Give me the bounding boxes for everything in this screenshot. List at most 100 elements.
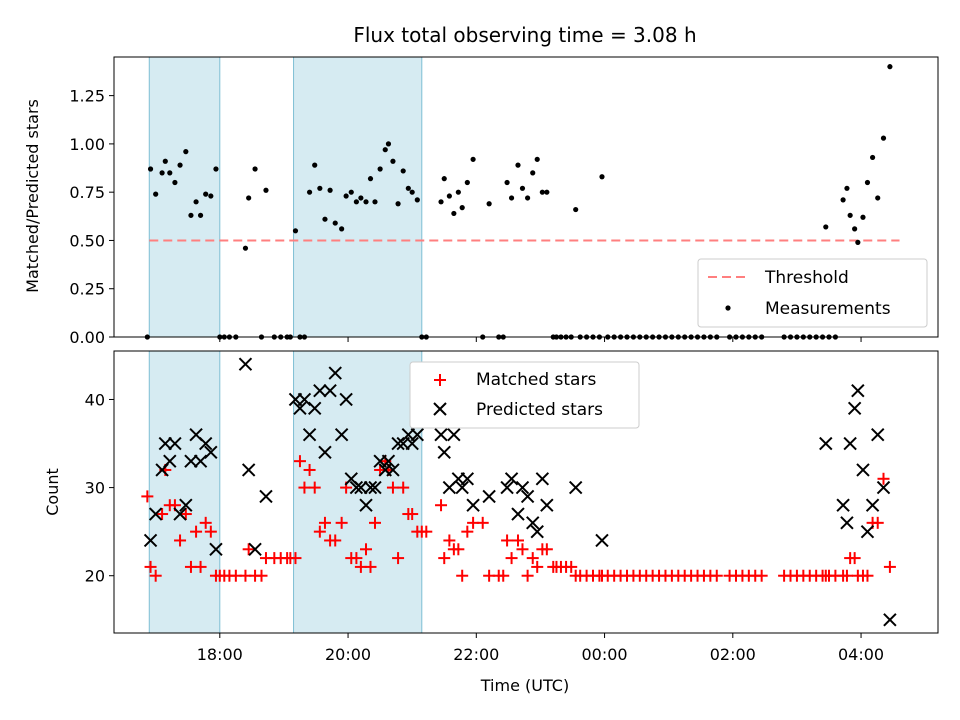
measurement-point: [372, 199, 378, 205]
chart-title: Flux total observing time = 3.08 h: [353, 23, 696, 47]
matched-stars-point: [501, 534, 514, 547]
y-tick-label: 0.50: [69, 231, 105, 250]
matched-stars-point: [179, 508, 192, 521]
matched-stars-point: [386, 481, 399, 494]
measurement-point: [317, 185, 323, 191]
matched-stars-point: [497, 569, 510, 582]
predicted-stars-point: [354, 480, 368, 495]
predicted-stars-point: [198, 436, 213, 451]
predicted-stars-point: [540, 498, 554, 512]
matched-stars-point: [329, 534, 342, 547]
matched-stars-point: [149, 569, 162, 582]
predicted-stars-point: [437, 445, 451, 460]
y-tick-label: 30: [85, 479, 105, 498]
matched-stars-point: [456, 569, 469, 582]
predicted-stars-point: [368, 480, 382, 495]
matched-stars-point: [199, 516, 212, 529]
bottom-x-ticks: 18:00 20:00 22:00 00:00 02:00 04:00: [197, 633, 884, 664]
matched-stars-point: [242, 543, 255, 556]
predicted-stars-point: [482, 489, 496, 504]
measurement-point: [332, 220, 338, 226]
matched-stars-point: [871, 516, 884, 529]
predicted-stars-point: [865, 498, 880, 512]
matched-stars-point: [194, 560, 207, 573]
predicted-stars-point: [143, 533, 158, 548]
top-legend-box: [697, 258, 928, 328]
predicted-stars-point: [568, 480, 583, 495]
matched-stars-point: [848, 552, 861, 565]
measurement-point: [348, 189, 354, 195]
matched-stars-point: [156, 508, 169, 521]
matched-stars-point: [505, 552, 518, 565]
predicted-stars-point: [391, 436, 405, 451]
measurement-point: [159, 170, 165, 176]
x-tick-label: 22:00: [453, 645, 499, 664]
measurement-point: [382, 147, 388, 153]
measurement-point: [573, 206, 579, 213]
predicted-stars-point: [293, 401, 307, 415]
matched-stars-point: [511, 534, 524, 547]
measurement-point: [246, 195, 252, 201]
predicted-stars-point: [511, 507, 525, 521]
measurement-point: [252, 166, 258, 172]
predicted-stars-point: [297, 392, 312, 407]
measurement-point: [395, 201, 401, 207]
measurement-point: [177, 162, 183, 168]
predicted-stars-point: [328, 366, 342, 380]
predicted-stars-point: [163, 454, 177, 468]
predicted-stars-point: [843, 436, 857, 451]
measurement-point: [855, 239, 861, 245]
y-tick-label: 0.25: [69, 280, 105, 299]
measurement-point: [515, 162, 521, 168]
measurement-point: [208, 193, 214, 199]
matched-stars-point: [318, 516, 331, 529]
x-tick-label: 20:00: [325, 645, 371, 664]
measurement-point: [363, 199, 369, 205]
matched-stars-point: [368, 516, 381, 529]
measurement-point: [327, 187, 333, 193]
measurement-point: [213, 166, 219, 172]
legend-predicted-label: Predicted stars: [476, 400, 603, 420]
matched-stars-point: [438, 552, 451, 565]
predicted-stars-point: [339, 392, 353, 407]
measurement-point: [459, 205, 465, 211]
predicted-stars-point: [334, 428, 349, 442]
bottom-legend: Matched stars Predicted stars: [409, 361, 640, 429]
measurement-point: [377, 166, 383, 172]
predicted-stars-point: [504, 472, 519, 486]
y-tick-label: 0.75: [69, 183, 105, 202]
predicted-stars-point: [434, 428, 448, 442]
measurement-point: [519, 185, 526, 191]
measurement-point: [847, 212, 853, 218]
measurement-point: [242, 245, 249, 251]
matched-stars-point: [861, 569, 874, 582]
matched-stars-point: [204, 525, 217, 538]
measurement-point: [530, 170, 536, 176]
legend-threshold-label: Threshold: [764, 268, 849, 288]
matched-stars-point: [360, 543, 373, 556]
y-tick-label: 1.00: [69, 135, 105, 154]
matched-stars-point: [877, 472, 890, 485]
predicted-stars-point: [204, 445, 218, 460]
x-tick-label: 18:00: [197, 645, 243, 664]
top-x-ticks: [219, 337, 862, 342]
predicted-stars-point: [530, 524, 544, 539]
predicted-stars-point: [248, 542, 262, 556]
measurement-point: [197, 212, 204, 218]
measurement-point: [544, 189, 550, 195]
bottom-axes-frame: [113, 350, 939, 634]
measurement-point: [390, 158, 396, 164]
measurement-point: [188, 212, 194, 218]
predicted-stars-point: [535, 472, 550, 486]
predicted-stars-point: [847, 401, 862, 415]
measurement-point: [525, 195, 531, 201]
measurement-point: [840, 197, 846, 203]
measurement-point: [167, 170, 173, 176]
measurement-point: [306, 189, 313, 195]
matched-stars-point: [308, 481, 321, 494]
measurement-point: [823, 224, 829, 230]
predicted-stars-point: [302, 428, 317, 442]
measurement-point: [464, 179, 470, 186]
measurement-point: [486, 201, 492, 207]
